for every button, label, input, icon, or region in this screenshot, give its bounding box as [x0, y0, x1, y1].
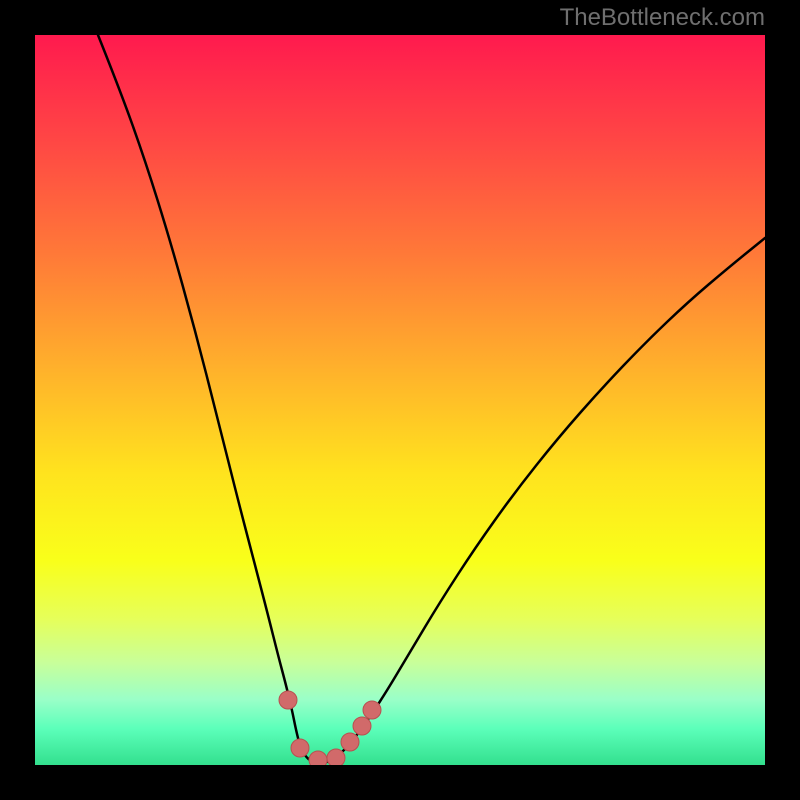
- bottleneck-marker: [363, 701, 381, 719]
- curve-overlay: [0, 0, 800, 800]
- left-curve: [98, 35, 320, 764]
- bottleneck-marker: [291, 739, 309, 757]
- bottleneck-marker: [341, 733, 359, 751]
- watermark-text: TheBottleneck.com: [560, 4, 765, 32]
- bottleneck-marker: [279, 691, 297, 709]
- bottleneck-marker: [353, 717, 371, 735]
- bottleneck-marker: [327, 749, 345, 767]
- chart-container: TheBottleneck.com: [0, 0, 800, 800]
- bottleneck-marker: [309, 751, 327, 769]
- right-curve: [320, 238, 765, 764]
